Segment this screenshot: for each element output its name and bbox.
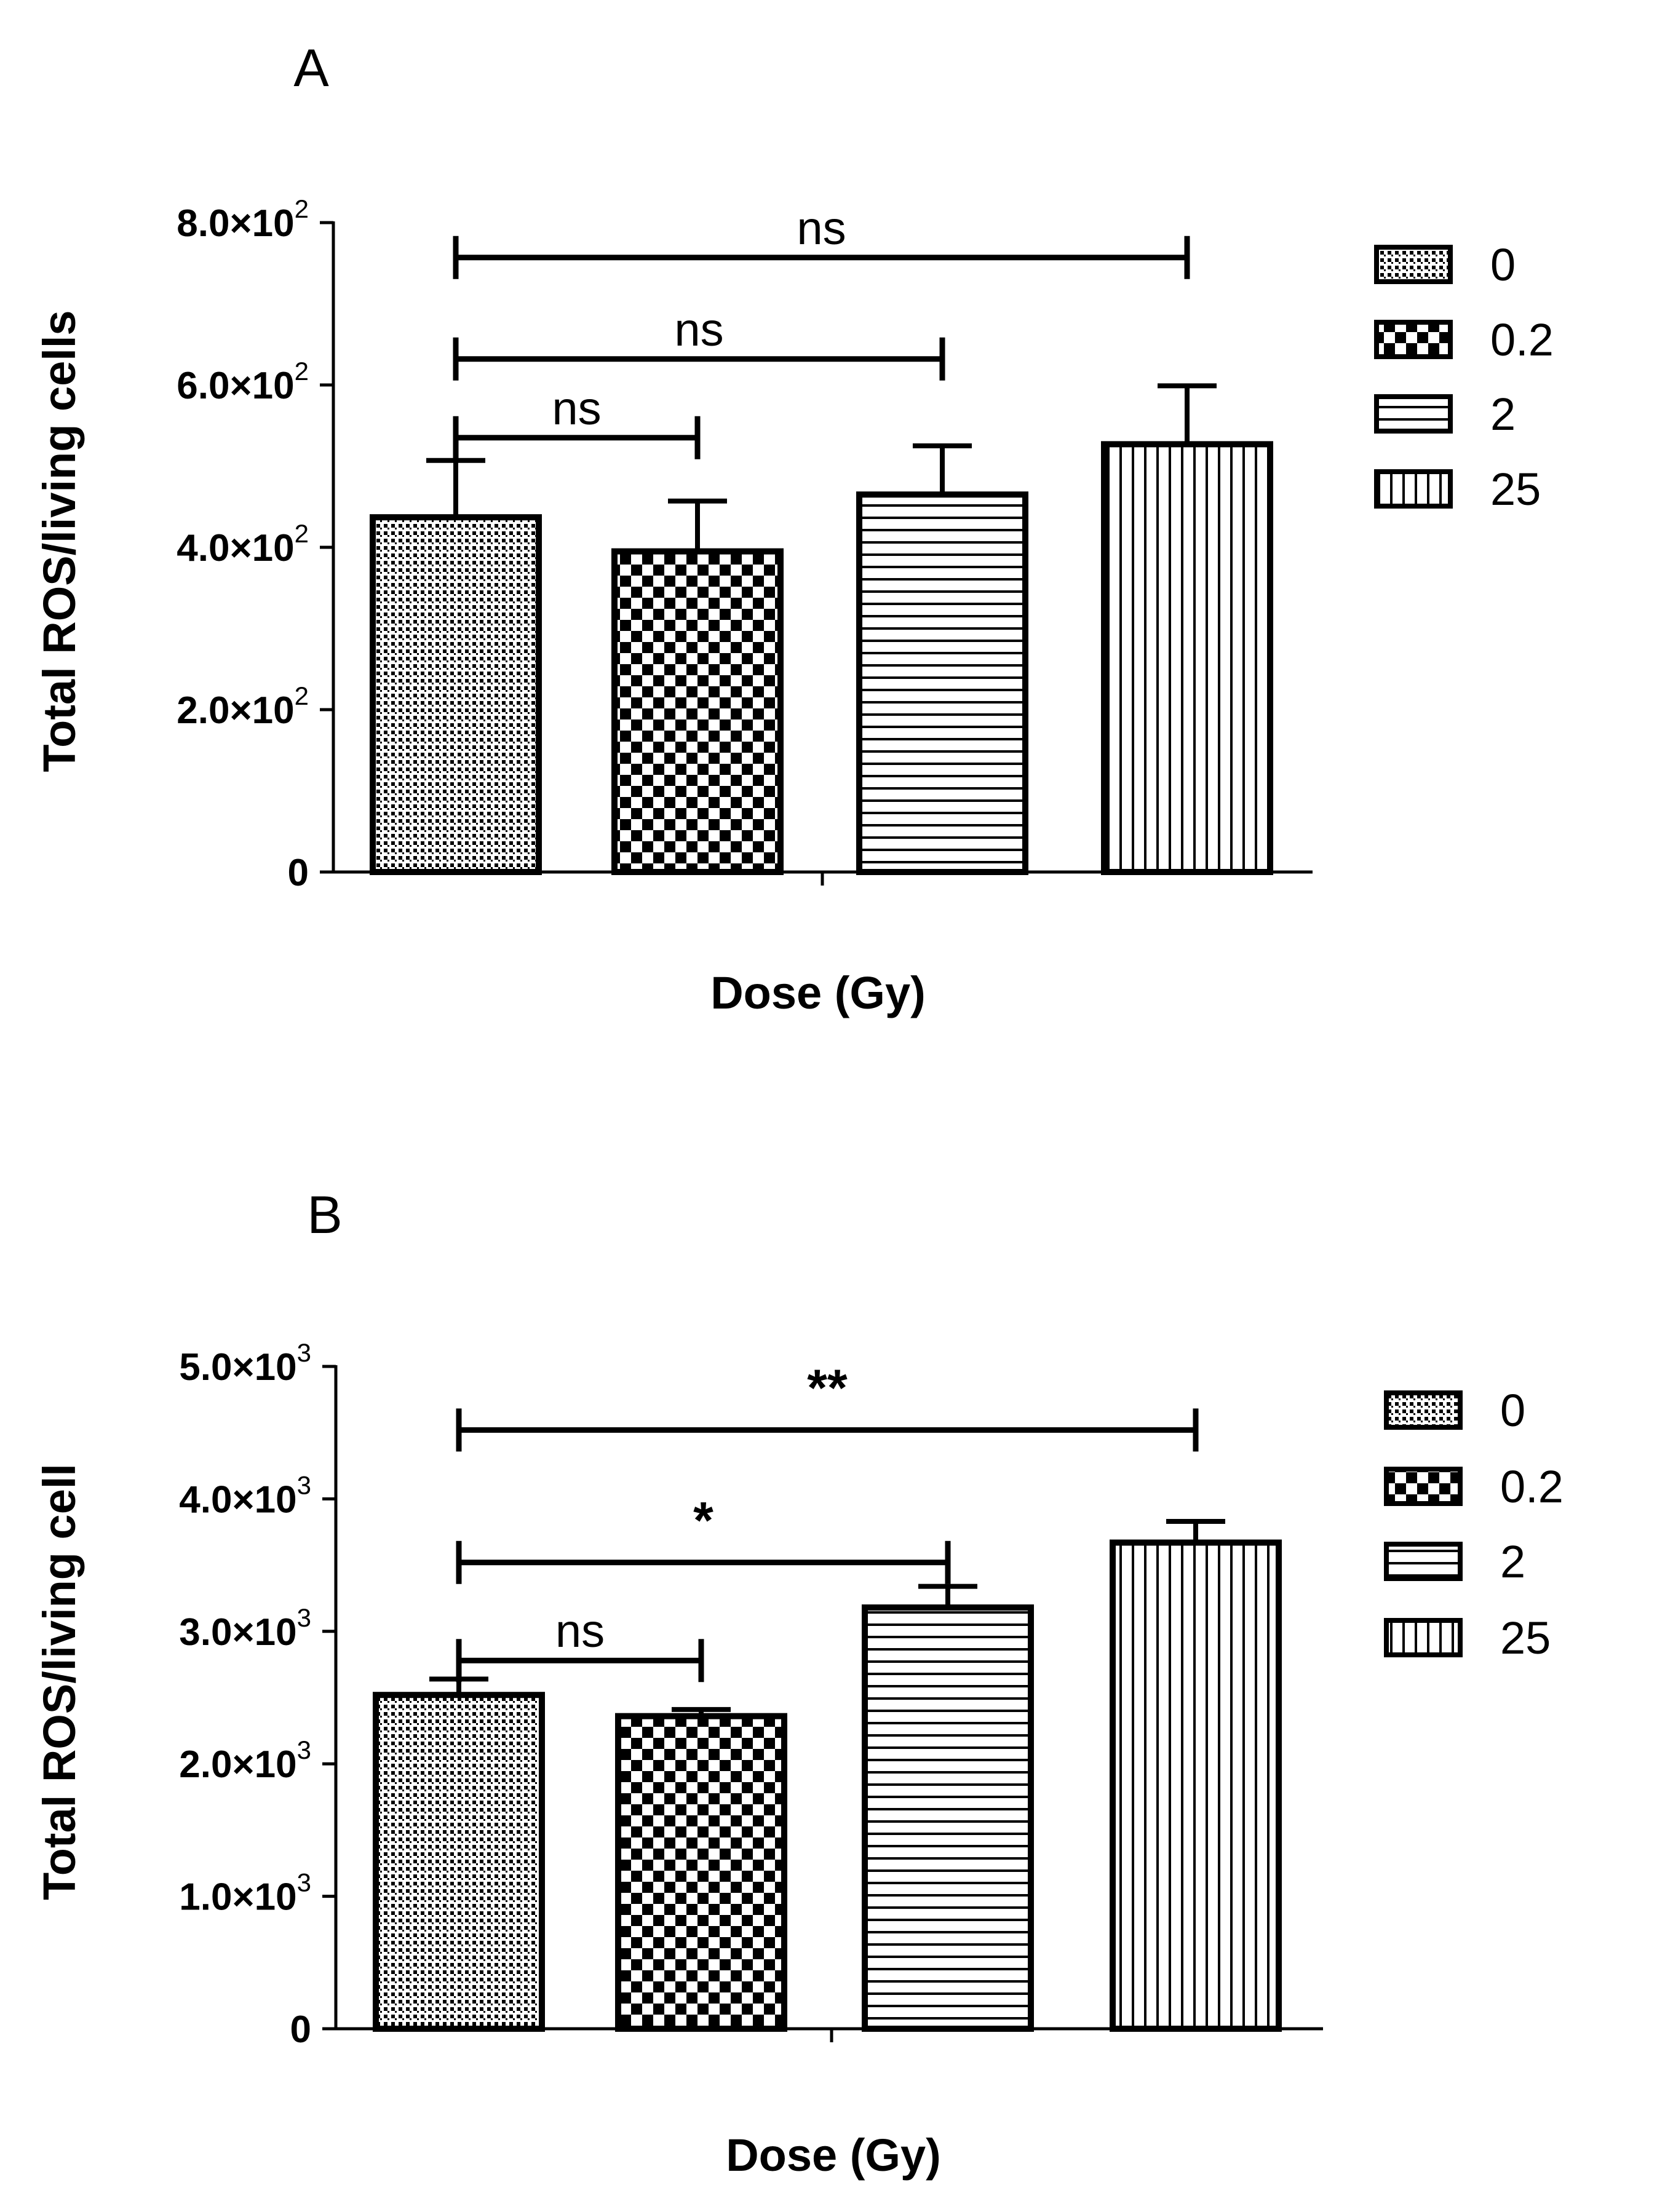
panel-b-legend-swatch [1384,1390,1463,1430]
panel-b-y-tick-label: 3.0×103 [179,1603,311,1654]
panel-b-significance-bracket: ** [456,1358,1199,1452]
panel-a-significance-bracket: ns [453,202,1190,279]
panel-a-legend-item: 0.2 [1374,314,1554,365]
panel-a-legend-label: 0 [1490,239,1516,290]
panel-b-label: B [307,1186,342,1245]
panel-a-legend-swatch [1374,245,1453,284]
panel-b-y-tick-label: 5.0×103 [179,1338,311,1389]
panel-b-significance-label: ns [555,1605,605,1657]
panel-a-significance-bracket: ns [453,304,945,381]
panel-a-significance-label: ns [797,202,846,255]
panel-b-bar-0 [373,1692,545,2032]
panel-b-legend-item: 0 [1384,1385,1525,1436]
panel-b-significance-bracket: * [456,1491,951,1584]
panel-a-x-axis-label: Dose (Gy) [710,967,926,1018]
panel-b-bar-0_2 [615,1713,787,2032]
panel-a-significance-bracket: ns [453,383,701,459]
panel-b-y-tick-label: 4.0×103 [179,1470,311,1521]
panel-a-bar-2 [856,491,1028,875]
panel-a-bar-0 [370,514,542,875]
panel-a-legend-swatch [1374,469,1453,509]
panel-b-legend: 0 0.2 2 25 [1384,1385,1564,1663]
panel-b-plot-area: 01.0×1032.0×1033.0×1034.0×1035.0×103***n… [179,1338,1323,2051]
panel-b-legend-label: 2 [1500,1536,1525,1587]
panel-b-legend-item: 2 [1384,1536,1525,1587]
panel-b-x-axis-label: Dose (Gy) [726,2130,941,2181]
panel-a-y-tick-label: 4.0×102 [177,519,309,569]
panel-b-y-tick-label: 2.0×103 [179,1735,311,1786]
panel-a-legend-swatch [1374,320,1453,359]
panel-a-legend-label: 25 [1490,464,1541,515]
panel-b-bar-25 [1110,1539,1282,2032]
panel-b-y-tick-label: 0 [290,2008,311,2051]
panel-a-label: A [293,39,329,98]
panel-a-legend: 0 0.2 2 25 [1374,239,1554,515]
panel-b-legend-item: 25 [1384,1612,1551,1663]
panel-b-significance-bracket: ns [456,1605,704,1683]
panel-a-y-tick-label: 6.0×102 [177,357,309,407]
panel-a-significance-label: ns [674,304,723,356]
panel-b-legend-swatch [1384,1618,1463,1657]
panel-b-significance-label: * [693,1491,713,1549]
panel-a-legend-label: 0.2 [1490,314,1554,365]
panel-b-chart: B Total ROS/living cell Dose (Gy) 0 1.0×1… [34,1186,1564,2181]
panel-a-legend-item: 2 [1374,389,1516,440]
panel-b-legend-swatch [1384,1467,1463,1506]
panel-b-legend-label: 25 [1500,1612,1551,1663]
panel-a-bar-0_2 [611,548,784,875]
panel-b-bar-2 [862,1604,1034,2032]
panel-a-y-tick-label: 8.0×102 [177,194,309,245]
panel-b-y-tick-label: 1.0×103 [179,1868,311,1919]
panel-a-y-tick-label: 2.0×102 [177,681,309,732]
panel-a-legend-item: 25 [1374,464,1541,515]
panel-a-bar-25 [1101,441,1273,875]
panel-a-y-axis-label: Total ROS/living cells [34,310,85,772]
panel-a-chart: A Total ROS/living cells Dose (Gy) 0 2.0×… [34,39,1554,1018]
panel-b-legend-swatch [1384,1542,1463,1581]
panel-a-y-tick-label: 0 [288,852,309,894]
panel-b-legend-label: 0.2 [1500,1461,1564,1512]
panel-a-legend-item: 0 [1374,239,1516,290]
panel-b-legend-item: 0.2 [1384,1461,1564,1512]
panel-a-legend-label: 2 [1490,389,1516,440]
panel-a-legend-swatch [1374,394,1453,434]
panel-b-y-axis-label: Total ROS/living cell [34,1464,85,1900]
panel-b-significance-label: ** [807,1358,848,1416]
panel-a-plot-area: 0 2.0×102 4.0×102 6.0×102 8.0×102 ns ns ns [177,194,1313,894]
panel-a-significance-label: ns [552,383,601,435]
panel-b-legend-label: 0 [1500,1385,1525,1436]
